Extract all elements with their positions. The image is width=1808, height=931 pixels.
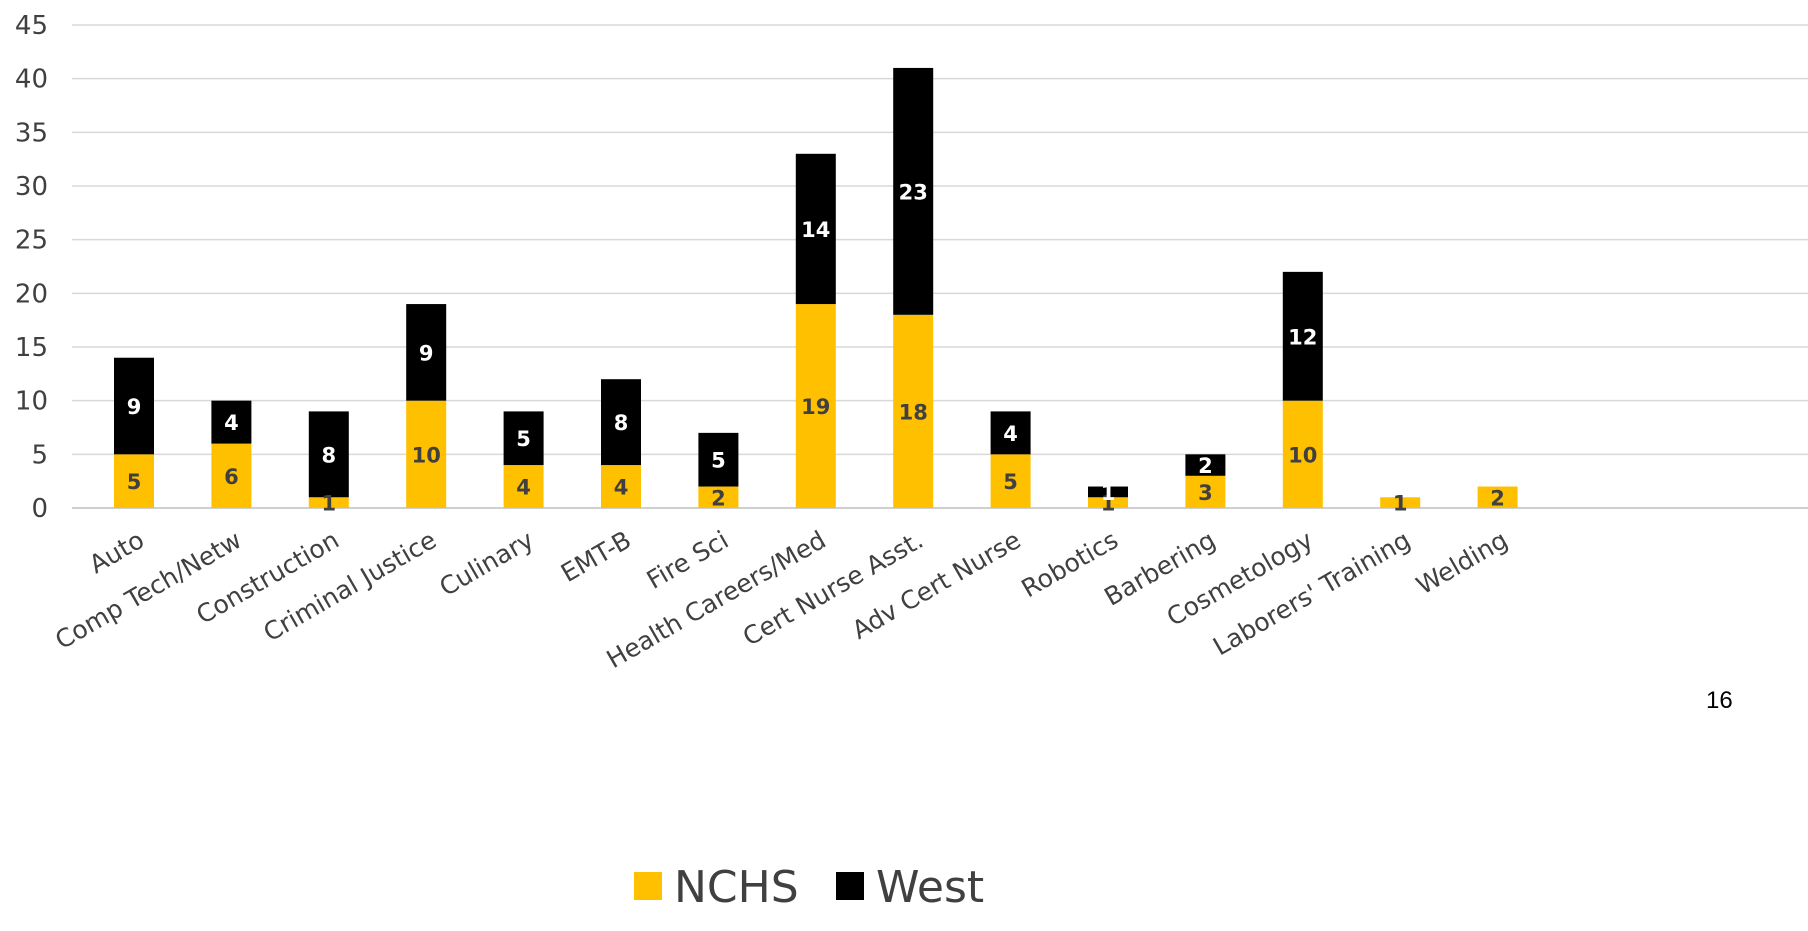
y-tick-label: 45 bbox=[15, 11, 48, 41]
y-tick-label: 25 bbox=[15, 226, 48, 256]
data-label-nchs-health-careers-med: 19 bbox=[801, 395, 830, 419]
bar-west-health-careers-med bbox=[795, 153, 836, 305]
y-tick-label: 15 bbox=[15, 333, 48, 363]
bar-west-construction bbox=[308, 411, 349, 498]
gridlines bbox=[72, 24, 1808, 509]
bar-west-comp-tech-netw bbox=[211, 400, 252, 444]
bar-nchs-culinary bbox=[503, 465, 544, 508]
legend: NCHS West bbox=[634, 862, 984, 913]
bar-nchs-health-careers-med bbox=[795, 304, 836, 508]
legend-label-west: West bbox=[876, 862, 984, 913]
page-number: 16 bbox=[1706, 687, 1733, 714]
bar-nchs-barbering bbox=[1185, 475, 1226, 508]
data-label-nchs-robotics: 1 bbox=[1101, 492, 1116, 516]
bar-west-fire-sci bbox=[698, 432, 739, 487]
legend-swatch-nchs bbox=[634, 872, 662, 900]
x-tick-label-welding: Welding bbox=[1411, 525, 1512, 600]
y-tick-label: 30 bbox=[15, 172, 48, 202]
bars bbox=[114, 67, 1518, 508]
y-tick-label: 35 bbox=[15, 118, 48, 148]
bar-nchs-criminal-justice bbox=[406, 400, 447, 508]
bar-nchs-welding bbox=[1477, 486, 1518, 508]
x-tick-label-criminal-justice: Criminal Justice bbox=[259, 525, 442, 647]
x-tick-label-auto: Auto bbox=[84, 525, 149, 579]
data-label-west-emt-b: 8 bbox=[614, 411, 629, 435]
y-tick-label: 5 bbox=[31, 440, 48, 470]
data-label-nchs-criminal-justice: 10 bbox=[412, 443, 441, 467]
bar-nchs-fire-sci bbox=[698, 486, 739, 508]
y-tick-label: 10 bbox=[15, 387, 48, 417]
bar-west-adv-cert-nurse bbox=[990, 411, 1031, 455]
x-tick-label-adv-cert-nurse: Adv Cert Nurse bbox=[847, 525, 1026, 645]
bar-west-barbering bbox=[1185, 454, 1226, 476]
bar-west-cosmetology bbox=[1282, 271, 1323, 401]
data-label-west-cosmetology: 12 bbox=[1288, 325, 1317, 349]
data-label-nchs-cosmetology: 10 bbox=[1288, 443, 1317, 467]
data-label-nchs-welding: 2 bbox=[1490, 486, 1505, 510]
data-label-west-comp-tech-netw: 4 bbox=[224, 411, 239, 435]
data-label-west-robotics: 1 bbox=[1101, 481, 1116, 505]
data-label-nchs-construction: 1 bbox=[321, 492, 336, 516]
data-label-nchs-cert-nurse-asst: 18 bbox=[899, 400, 928, 424]
bar-nchs-adv-cert-nurse bbox=[990, 454, 1031, 508]
bar-west-culinary bbox=[503, 411, 544, 466]
y-tick-label: 20 bbox=[15, 279, 48, 309]
data-label-nchs-barbering: 3 bbox=[1198, 481, 1213, 505]
bar-west-cert-nurse-asst bbox=[893, 67, 934, 315]
y-axis-ticks: 0 5 10 15 20 25 30 35 40 45 bbox=[15, 11, 48, 524]
legend-swatch-west bbox=[836, 872, 864, 900]
x-tick-label-emt-b: EMT-B bbox=[556, 525, 636, 588]
data-label-nchs-fire-sci: 2 bbox=[711, 486, 726, 510]
bar-nchs-cert-nurse-asst bbox=[893, 314, 934, 508]
data-label-west-construction: 8 bbox=[321, 443, 336, 467]
data-label-west-fire-sci: 5 bbox=[711, 449, 726, 473]
data-label-nchs-auto: 5 bbox=[127, 470, 142, 494]
y-tick-label: 0 bbox=[31, 494, 48, 524]
data-label-nchs-comp-tech-netw: 6 bbox=[224, 465, 239, 489]
data-label-west-criminal-justice: 9 bbox=[419, 341, 434, 365]
bar-nchs-emt-b bbox=[601, 465, 641, 508]
data-label-nchs-laborers-training: 1 bbox=[1393, 492, 1408, 516]
bar-nchs-comp-tech-netw bbox=[211, 443, 252, 508]
data-label-west-culinary: 5 bbox=[516, 427, 531, 451]
data-label-west-barbering: 2 bbox=[1198, 454, 1213, 478]
legend-label-nchs: NCHS bbox=[674, 862, 799, 913]
data-label-nchs-emt-b: 4 bbox=[614, 476, 629, 500]
bar-west-emt-b bbox=[601, 379, 641, 466]
bar-west-robotics bbox=[1088, 486, 1128, 498]
data-label-west-auto: 9 bbox=[127, 395, 142, 419]
data-label-nchs-culinary: 4 bbox=[516, 476, 531, 500]
data-label-west-health-careers-med: 14 bbox=[801, 218, 830, 242]
data-label-nchs-adv-cert-nurse: 5 bbox=[1003, 470, 1018, 494]
bar-nchs-cosmetology bbox=[1282, 400, 1323, 508]
bar-west-auto bbox=[114, 357, 154, 455]
bar-west-criminal-justice bbox=[406, 304, 447, 401]
y-tick-label: 40 bbox=[15, 65, 48, 95]
bar-nchs-laborers-training bbox=[1380, 497, 1421, 508]
bar-nchs-robotics bbox=[1088, 497, 1128, 508]
x-tick-label-culinary: Culinary bbox=[435, 525, 539, 602]
bar-nchs-construction bbox=[308, 497, 349, 508]
data-label-west-adv-cert-nurse: 4 bbox=[1003, 422, 1018, 446]
data-label-west-cert-nurse-asst: 23 bbox=[899, 180, 928, 204]
bar-nchs-auto bbox=[114, 454, 154, 508]
